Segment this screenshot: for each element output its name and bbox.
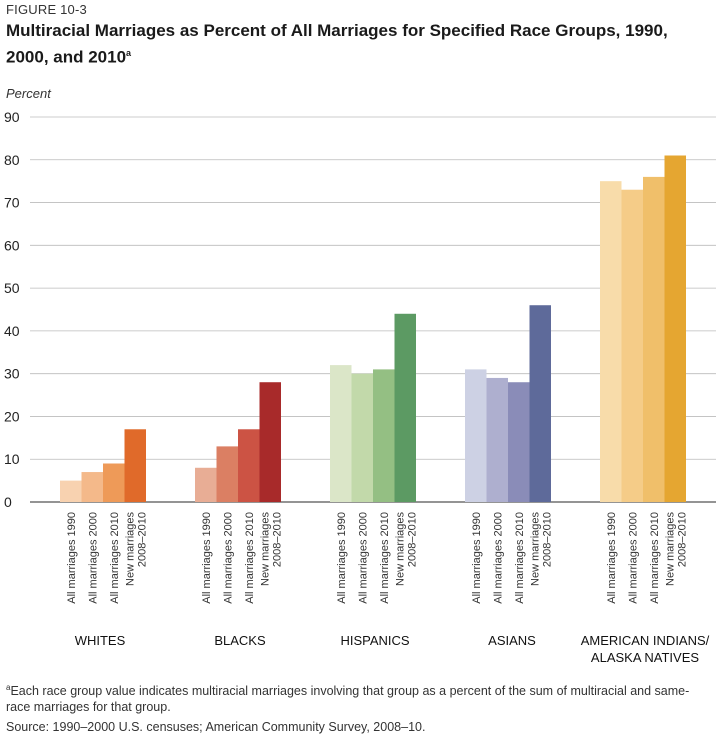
- bar-label: 2008–2010: [406, 512, 418, 567]
- bar-label: All marriages 2000: [87, 512, 99, 604]
- bar: [195, 467, 217, 502]
- y-tick-label: 90: [4, 109, 20, 125]
- bar: [486, 377, 508, 502]
- y-tick-label: 20: [4, 408, 20, 424]
- y-tick-label: 30: [4, 366, 20, 382]
- group-label: WHITES: [74, 633, 126, 648]
- footnote: aEach race group value indicates multira…: [6, 680, 712, 715]
- bar-chart: Percent 0 10 20 30 40 50 60 70 80 90 All marriages …: [4, 86, 716, 604]
- footnote-text: Each race group value indicates multirac…: [6, 684, 690, 715]
- bar-label: All marriages 1990: [201, 512, 213, 604]
- bar: [394, 313, 416, 502]
- bar-label: All marriages 2000: [627, 512, 639, 604]
- bar-label: 2008–2010: [271, 512, 283, 567]
- bar-label: 2008–2010: [541, 512, 553, 567]
- bar: [81, 472, 103, 502]
- bar: [60, 480, 82, 502]
- figure-label: FIGURE 10-3: [6, 2, 87, 17]
- bar-label: New marriages: [259, 512, 271, 586]
- bar-label: All marriages 2000: [492, 512, 504, 604]
- bar-label: New marriages: [529, 512, 541, 586]
- bar-label: All marriages 2010: [649, 512, 661, 604]
- title-footnote-marker: a: [126, 48, 132, 58]
- bar-label: All marriages 2010: [244, 512, 256, 604]
- y-axis-title: Percent: [6, 86, 52, 101]
- bar-label: All marriages 2010: [514, 512, 526, 604]
- y-tick-label: 50: [4, 280, 20, 296]
- bar: [330, 365, 352, 502]
- bar: [259, 382, 281, 502]
- bar-label: New marriages: [664, 512, 676, 586]
- bar: [508, 382, 530, 502]
- source-note: Source: 1990–2000 U.S. censuses; America…: [6, 720, 426, 734]
- footnote-marker: a: [6, 683, 11, 692]
- y-tick-label: 70: [4, 195, 20, 211]
- y-tick-label: 0: [4, 494, 12, 510]
- bar-label: All marriages 1990: [606, 512, 618, 604]
- bar: [216, 446, 238, 502]
- bar: [621, 189, 643, 502]
- bar: [643, 176, 665, 502]
- bar: [351, 373, 373, 502]
- chart-title: Multiracial Marriages as Percent of All …: [6, 20, 706, 69]
- bar-label: All marriages 2010: [109, 512, 121, 604]
- group-label: BLACKS: [214, 633, 266, 648]
- y-tick-label: 10: [4, 451, 20, 467]
- bar-label: All marriages 1990: [336, 512, 348, 604]
- bar-label: All marriages 2000: [357, 512, 369, 604]
- bar: [600, 181, 622, 502]
- y-tick-label: 80: [4, 152, 20, 168]
- bar: [529, 305, 551, 502]
- bar-label: All marriages 2000: [222, 512, 234, 604]
- bar-label: 2008–2010: [676, 512, 688, 567]
- group-label: HISPANICS: [340, 633, 410, 648]
- bar: [124, 429, 146, 502]
- bar: [373, 369, 395, 502]
- y-tick-label: 40: [4, 323, 20, 339]
- bar-label: 2008–2010: [136, 512, 148, 567]
- chart-title-text: Multiracial Marriages as Percent of All …: [6, 21, 668, 67]
- y-tick-label: 60: [4, 237, 20, 253]
- bar-label: All marriages 2010: [379, 512, 391, 604]
- bar-label: New marriages: [124, 512, 136, 586]
- bar-label: New marriages: [394, 512, 406, 586]
- bar: [238, 429, 260, 502]
- group-label: AMERICAN INDIANS/ALASKA NATIVES: [580, 633, 710, 665]
- bar-label: All marriages 1990: [471, 512, 483, 604]
- bar: [664, 155, 686, 502]
- bar: [103, 463, 125, 502]
- bar: [465, 369, 487, 502]
- group-label: ASIANS: [488, 633, 536, 648]
- bar-label: All marriages 1990: [66, 512, 78, 604]
